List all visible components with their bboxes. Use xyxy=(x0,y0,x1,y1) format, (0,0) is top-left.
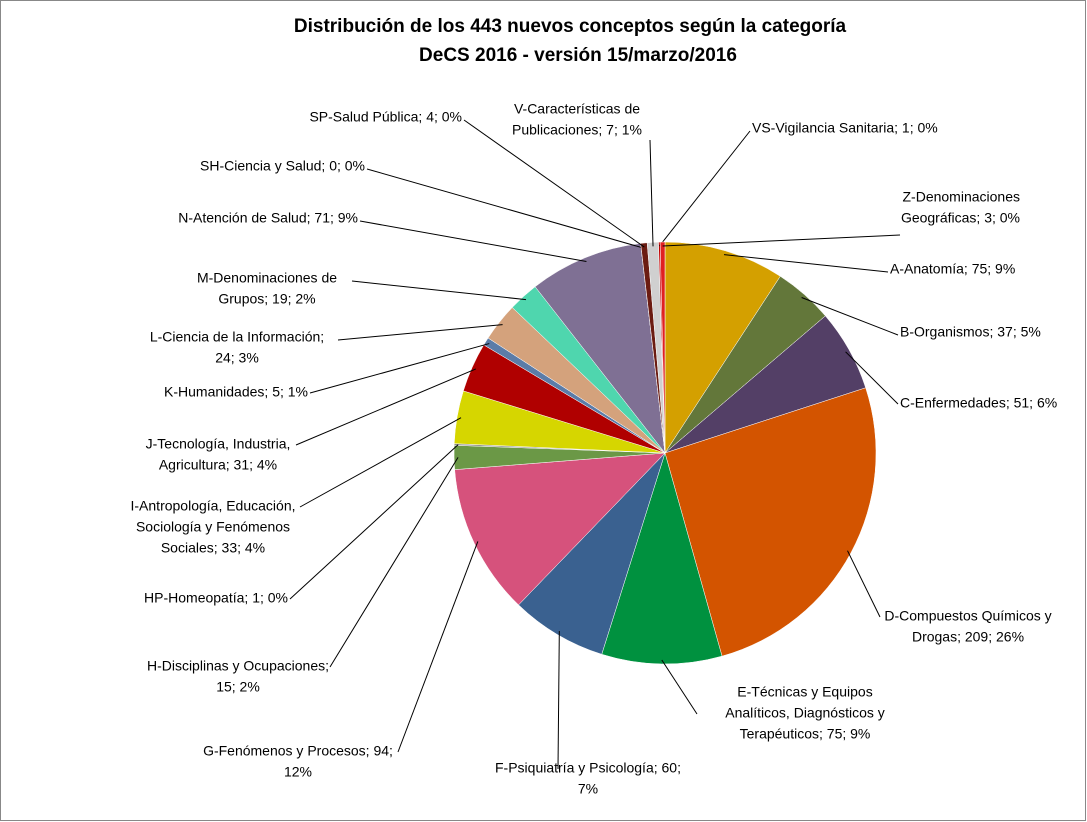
pie-slice xyxy=(659,241,666,454)
data-label: Z-Denominaciones xyxy=(903,189,1021,205)
data-label: Sociales; 33; 4% xyxy=(161,540,265,556)
data-label: Terapéuticos; 75; 9% xyxy=(740,726,871,742)
pie-slice xyxy=(454,452,666,606)
data-label: V-Características de xyxy=(514,101,640,117)
data-label: G-Fenómenos y Procesos; 94; xyxy=(203,743,393,759)
data-label: Drogas; 209; 26% xyxy=(912,629,1024,645)
leader-line xyxy=(329,457,459,668)
leader-line xyxy=(289,444,459,600)
data-label: C-Enfermedades; 51; 6% xyxy=(900,395,1057,411)
data-label: 7% xyxy=(578,781,598,797)
leader-line xyxy=(847,550,881,618)
leader-line xyxy=(661,659,698,715)
data-label: I-Antropología, Educación, xyxy=(131,498,296,514)
pie-slice xyxy=(601,452,723,665)
data-label: 12% xyxy=(284,764,312,780)
leader-line xyxy=(351,280,527,301)
data-label: F-Psiquiatría y Psicología; 60; xyxy=(495,760,681,776)
data-label: SP-Salud Pública; 4; 0% xyxy=(309,109,462,125)
data-label: VS-Vigilancia Sanitaria; 1; 0% xyxy=(752,120,938,136)
data-label: L-Ciencia de la Información; xyxy=(150,329,324,345)
leader-line xyxy=(557,630,560,770)
leader-line xyxy=(299,417,462,508)
chart-subtitle: DeCS 2016 - versión 15/marzo/2016 xyxy=(419,45,737,66)
pie-slice xyxy=(664,387,877,657)
data-label: Sociología y Fenómenos xyxy=(136,519,290,535)
leader-line xyxy=(397,541,479,753)
data-label: 24; 3% xyxy=(215,350,259,366)
data-label: D-Compuestos Químicos y xyxy=(884,608,1051,624)
data-label: E-Técnicas y Equipos xyxy=(737,684,872,700)
leader-line xyxy=(359,220,587,262)
data-label: Agricultura; 31; 4% xyxy=(159,457,277,473)
leader-line xyxy=(723,254,889,273)
leader-line xyxy=(337,324,503,341)
pie-slice xyxy=(518,452,666,655)
data-label: Grupos; 19; 2% xyxy=(218,291,315,307)
data-label: 15; 2% xyxy=(216,679,260,695)
chart-title: Distribución de los 443 nuevos conceptos… xyxy=(294,16,847,37)
pie-slice xyxy=(664,241,781,454)
leader-line xyxy=(845,351,899,405)
data-label: K-Humanidades; 5; 1% xyxy=(164,384,308,400)
data-label: Analíticos, Diagnósticos y xyxy=(725,705,885,721)
leader-line xyxy=(309,343,490,394)
leader-line xyxy=(295,368,477,446)
data-label: B-Organismos; 37; 5% xyxy=(900,324,1041,340)
leader-line xyxy=(649,139,654,247)
data-label: M-Denominaciones de xyxy=(197,270,337,286)
data-label: H-Disciplinas y Ocupaciones; xyxy=(147,658,329,674)
leader-line xyxy=(366,168,642,248)
pie-slice xyxy=(534,243,666,454)
data-label: Geográficas; 3; 0% xyxy=(901,210,1020,226)
data-label: Publicaciones; 7; 1% xyxy=(512,122,642,138)
data-label: N-Atención de Salud; 71; 9% xyxy=(178,210,358,226)
data-label: SH-Ciencia y Salud; 0; 0% xyxy=(200,158,365,174)
leader-line xyxy=(662,234,901,247)
data-label: HP-Homeopatía; 1; 0% xyxy=(144,590,288,606)
leader-line xyxy=(659,130,751,247)
leader-line xyxy=(801,297,899,336)
data-label: A-Anatomía; 75; 9% xyxy=(890,261,1015,277)
leader-line xyxy=(463,119,645,248)
data-label: J-Tecnología, Industria, xyxy=(146,436,291,452)
